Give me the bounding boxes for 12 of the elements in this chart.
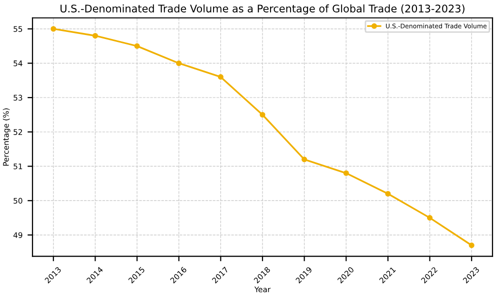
point (134, 43, 140, 49)
point (302, 156, 308, 162)
point (50, 26, 56, 32)
point (426, 215, 433, 221)
point (343, 170, 349, 176)
point (92, 32, 98, 39)
point (385, 190, 391, 197)
point (260, 112, 266, 118)
point (176, 60, 182, 66)
point (218, 74, 224, 80)
point (468, 242, 474, 248)
chart-title: U.S.-Denominated Trade Volume as a Percentage of Global Trade (2013-2023) (60, 4, 464, 14)
